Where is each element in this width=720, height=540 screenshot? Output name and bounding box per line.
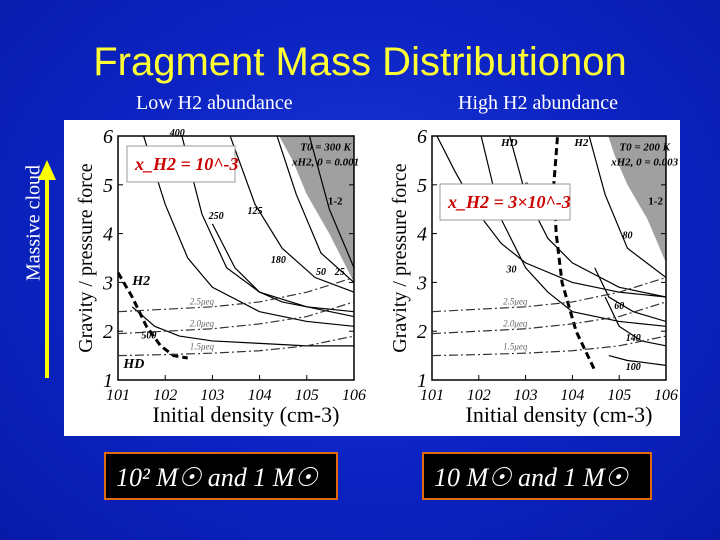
dash-dot-line xyxy=(432,276,666,313)
legend-t0: T0 = 200 K xyxy=(619,142,670,154)
dash-dot-line xyxy=(432,301,666,335)
x-tick-label: 102 xyxy=(153,387,177,404)
y-tick-label: 1 xyxy=(103,370,113,392)
contour-label: 30 xyxy=(506,265,517,276)
h2-dashed-line xyxy=(552,136,597,371)
series-line xyxy=(604,296,666,347)
right-result-text: 10 M☉ and 1 M☉ xyxy=(434,463,628,492)
plot-frame xyxy=(117,135,355,381)
x-tick-label: 104 xyxy=(560,387,584,404)
h2-dashed-line xyxy=(118,271,188,360)
series-line xyxy=(276,136,354,283)
contour-label: 400 xyxy=(169,128,185,139)
shaded-region-label: 1-2 xyxy=(648,195,663,207)
x-tick-label: 101 xyxy=(106,387,130,404)
shaded-region xyxy=(608,136,666,263)
right-panel-label: High H2 abundance xyxy=(458,92,618,114)
contour-label: 25 xyxy=(334,267,345,278)
dash-dot-label: 2.5μeq xyxy=(190,296,215,306)
y-tick-label: 2 xyxy=(103,321,113,343)
contour-label: 500 xyxy=(141,331,156,342)
dash-dot-label: 1.5μeq xyxy=(190,342,215,352)
x-tick-label: 105 xyxy=(607,387,631,404)
series-line xyxy=(142,136,354,327)
y-tick-label: 3 xyxy=(416,272,427,294)
hd-label: HD xyxy=(122,357,144,372)
x-tick-label: 103 xyxy=(514,387,538,404)
series-line xyxy=(509,136,666,298)
x-axis-label: Initial density (cm-3) xyxy=(466,402,653,427)
formula-text: x_H2 = 3×10^-3 xyxy=(447,192,571,212)
x-tick-label: 105 xyxy=(295,387,319,404)
contour-label: 250 xyxy=(208,211,224,222)
contour-label: 140 xyxy=(626,333,641,344)
dash-dot-line xyxy=(118,335,354,357)
hd-label: HD xyxy=(500,137,518,149)
y-tick-label: 3 xyxy=(102,272,113,294)
h2-label: H2 xyxy=(573,137,589,149)
y-tick-label: 6 xyxy=(103,126,113,148)
shaded-region xyxy=(279,136,354,283)
contour-label: 60 xyxy=(614,301,624,312)
formula-box xyxy=(126,145,236,183)
legend-t0: T0 = 300 K xyxy=(300,142,351,154)
y-tick-label: 5 xyxy=(103,175,113,197)
contour-label: 100 xyxy=(626,362,641,373)
dash-dot-line xyxy=(118,301,354,335)
series-line xyxy=(436,136,666,298)
contour-label: 80 xyxy=(622,230,632,241)
formula-text: x_H2 = 10^-3 xyxy=(134,154,239,174)
x-tick-label: 101 xyxy=(420,387,444,404)
dash-dot-label: 2.0μeq xyxy=(190,318,215,328)
formula-box xyxy=(439,183,571,221)
right-result-box: 10 M☉ and 1 M☉ xyxy=(422,452,652,500)
legend-xh2: xH2, 0 = 0.001 xyxy=(291,156,359,168)
x-tick-label: 102 xyxy=(467,387,491,404)
x-tick-label: 106 xyxy=(654,387,678,404)
series-line xyxy=(181,136,354,318)
contour-label: 125 xyxy=(248,206,263,217)
y-tick-label: 2 xyxy=(417,321,427,343)
dash-dot-line xyxy=(118,276,354,313)
series-line xyxy=(229,136,354,293)
y-tick-label: 4 xyxy=(103,224,113,246)
left-result-box: 10² M☉ and 1 M☉ xyxy=(104,452,338,500)
series-line xyxy=(308,136,354,268)
y-tick-label: 4 xyxy=(417,224,427,246)
left-panel-label: Low H2 abundance xyxy=(136,92,293,114)
dash-dot-label: 2.5μeq xyxy=(503,296,528,306)
series-line xyxy=(594,267,666,323)
x-tick-label: 106 xyxy=(342,387,366,404)
y-tick-label: 5 xyxy=(417,175,427,197)
dash-dot-label: 1.5μeq xyxy=(503,342,528,352)
y-tick-label: 1 xyxy=(417,370,427,392)
y-tick-label: 6 xyxy=(417,126,427,148)
left-result-text: 10² M☉ and 1 M☉ xyxy=(116,463,318,492)
contour-label: 180 xyxy=(271,255,286,266)
series-line xyxy=(211,223,354,313)
series-line xyxy=(588,136,666,278)
arrow-head-icon xyxy=(38,160,56,180)
x-axis-label: Initial density (cm-3) xyxy=(153,402,340,427)
series-line xyxy=(608,355,666,366)
x-tick-label: 103 xyxy=(200,387,224,404)
y-axis-label: Gravity / pressure force xyxy=(389,163,411,352)
contour-label: 50 xyxy=(316,267,326,278)
dash-dot-label: 2.0μeq xyxy=(503,318,528,328)
plot-frame xyxy=(431,135,667,381)
legend-xh2: xH2, 0 = 0.003 xyxy=(610,156,679,168)
y-axis-label: Gravity / pressure force xyxy=(75,163,97,352)
slide-title: Fragment Mass Distributionon xyxy=(93,40,627,84)
dash-dot-line xyxy=(432,335,666,357)
x-tick-label: 104 xyxy=(248,387,272,404)
h2-label: H2 xyxy=(131,274,150,289)
shaded-region-label: 1-2 xyxy=(328,195,343,207)
